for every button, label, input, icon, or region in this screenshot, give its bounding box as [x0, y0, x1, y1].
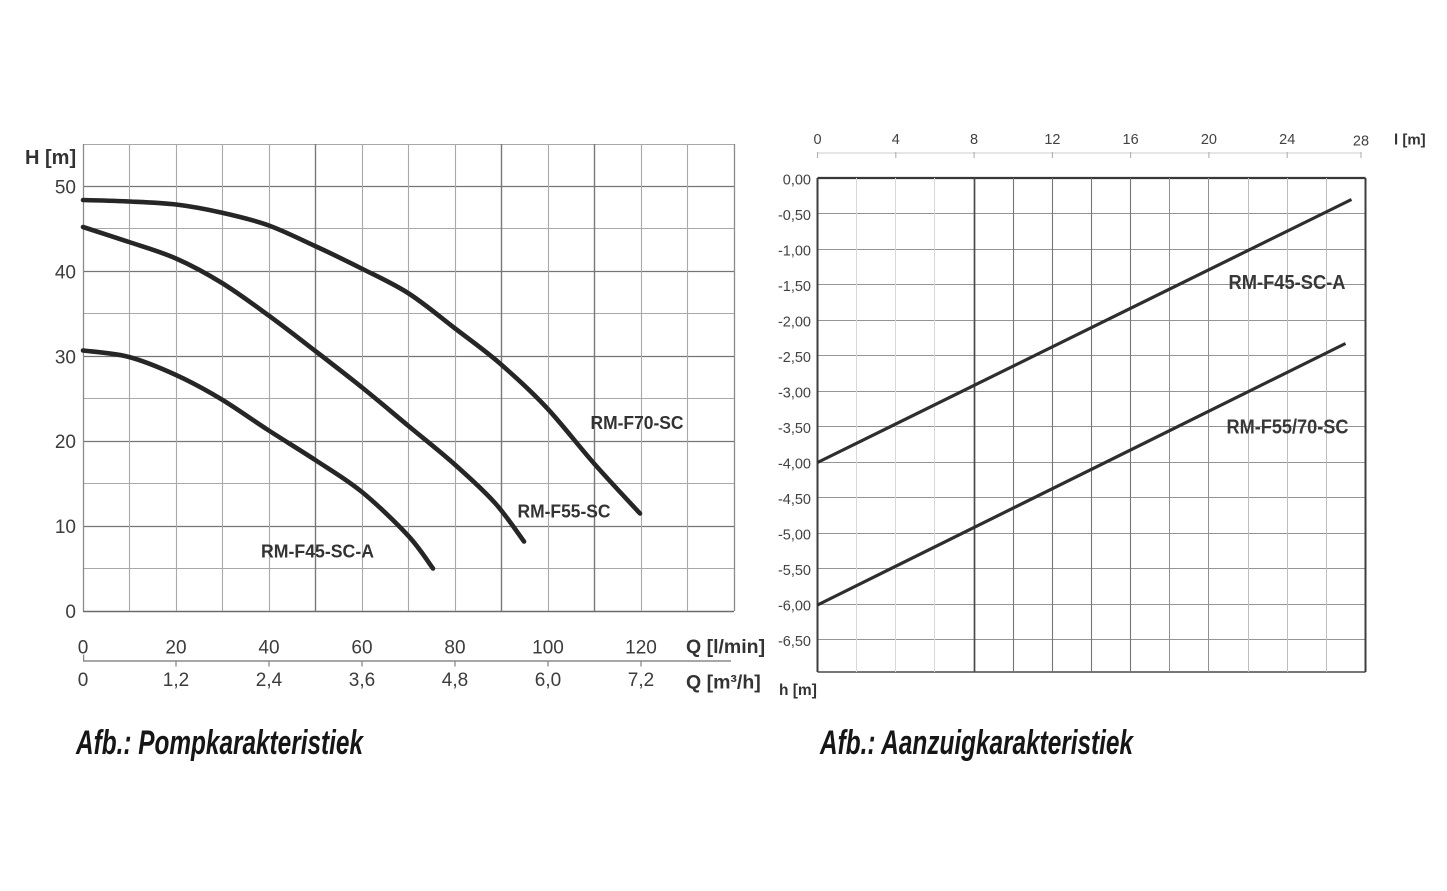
svg-text:h [m]: h [m] — [779, 682, 817, 699]
svg-text:RM-F45-SC-A: RM-F45-SC-A — [1229, 272, 1346, 294]
svg-text:Afb.: Aanzuigkarakteristiek: Afb.: Aanzuigkarakteristiek — [819, 724, 1134, 762]
svg-text:Afb.: Pompkarakteristiek: Afb.: Pompkarakteristiek — [75, 724, 364, 762]
svg-text:1,2: 1,2 — [163, 670, 189, 691]
svg-text:-6,00: -6,00 — [778, 598, 811, 614]
svg-text:20: 20 — [55, 432, 76, 453]
svg-text:7,2: 7,2 — [628, 670, 654, 691]
svg-text:Q [m³/h]: Q [m³/h] — [686, 672, 761, 694]
svg-text:RM-F70-SC: RM-F70-SC — [591, 413, 684, 433]
svg-text:H [m]: H [m] — [25, 147, 76, 169]
svg-text:60: 60 — [351, 638, 372, 659]
svg-text:50: 50 — [55, 178, 76, 199]
svg-text:0: 0 — [65, 602, 76, 623]
svg-text:28: 28 — [1353, 133, 1369, 149]
svg-text:30: 30 — [55, 347, 76, 368]
svg-text:RM-F55/70-SC: RM-F55/70-SC — [1227, 417, 1349, 439]
svg-text:4: 4 — [892, 132, 900, 148]
svg-text:100: 100 — [532, 638, 564, 659]
svg-text:20: 20 — [1201, 132, 1217, 148]
svg-text:-5,50: -5,50 — [778, 563, 811, 579]
svg-text:RM-F45-SC-A: RM-F45-SC-A — [261, 542, 374, 562]
svg-text:40: 40 — [55, 262, 76, 283]
svg-text:40: 40 — [258, 638, 279, 659]
svg-text:10: 10 — [55, 517, 76, 538]
svg-text:16: 16 — [1123, 132, 1139, 148]
svg-text:l [m]: l [m] — [1394, 131, 1426, 148]
svg-text:-1,00: -1,00 — [778, 243, 811, 259]
svg-text:12: 12 — [1044, 132, 1060, 148]
svg-text:20: 20 — [165, 638, 186, 659]
svg-text:4,8: 4,8 — [442, 670, 468, 691]
svg-text:80: 80 — [444, 638, 465, 659]
svg-text:-4,50: -4,50 — [778, 492, 811, 508]
svg-text:6,0: 6,0 — [535, 670, 561, 691]
svg-text:2,4: 2,4 — [256, 670, 283, 691]
svg-text:0: 0 — [78, 638, 89, 659]
svg-text:-2,00: -2,00 — [778, 314, 811, 330]
svg-text:120: 120 — [625, 638, 657, 659]
svg-text:-3,50: -3,50 — [778, 421, 811, 437]
svg-text:-3,00: -3,00 — [778, 385, 811, 401]
svg-text:3,6: 3,6 — [349, 670, 375, 691]
svg-text:0,00: 0,00 — [783, 172, 811, 188]
svg-text:Q [l/min]: Q [l/min] — [686, 636, 765, 658]
svg-text:24: 24 — [1279, 132, 1295, 148]
svg-text:-0,50: -0,50 — [778, 208, 811, 224]
svg-text:-6,50: -6,50 — [778, 634, 811, 650]
svg-text:RM-F55-SC: RM-F55-SC — [518, 502, 611, 522]
svg-text:-1,50: -1,50 — [778, 279, 811, 295]
svg-text:8: 8 — [970, 132, 978, 148]
svg-text:0: 0 — [78, 670, 89, 691]
svg-text:-5,00: -5,00 — [778, 527, 811, 543]
svg-text:-2,50: -2,50 — [778, 350, 811, 366]
svg-text:0: 0 — [813, 132, 821, 148]
svg-text:-4,00: -4,00 — [778, 456, 811, 472]
